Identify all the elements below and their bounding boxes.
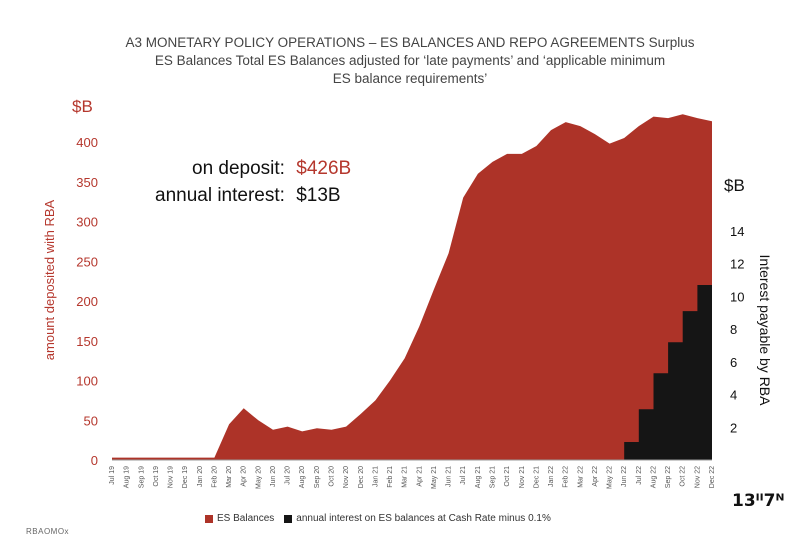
x-tick-label: Nov 19 xyxy=(168,466,175,488)
series-es-balances-area xyxy=(112,114,712,460)
right-axis-title: Interest payable by RBA xyxy=(757,255,773,407)
y-left-tick-label: 250 xyxy=(76,254,98,269)
series-interest-area xyxy=(112,258,712,460)
right-axis-title-text: Interest payable by RBA xyxy=(757,255,773,407)
x-tick-label: Dec 22 xyxy=(709,466,716,488)
legend-label-es: ES Balances xyxy=(217,513,275,524)
y-right-tick-label: 14 xyxy=(730,224,744,239)
x-tick-label: Jun 21 xyxy=(446,466,453,487)
x-tick-label: Oct 21 xyxy=(504,466,511,487)
y-right-tick-label: 4 xyxy=(730,388,737,403)
x-tick-label: Dec 19 xyxy=(182,466,189,488)
source-note: RBAOMOx xyxy=(26,527,70,536)
y-left-tick-label: 50 xyxy=(84,413,98,428)
right-axis-unit: $B xyxy=(724,176,745,195)
x-tick-label: May 21 xyxy=(431,466,438,489)
x-tick-label: Nov 21 xyxy=(519,466,526,488)
y-left-tick-label: 200 xyxy=(76,294,98,309)
chart-title-line-2: ES Balances Total ES Balances adjusted f… xyxy=(154,53,666,68)
chart-title-line-1: A3 MONETARY POLICY OPERATIONS – ES BALAN… xyxy=(125,35,695,50)
left-axis-title-text: amount deposited with RBA xyxy=(42,199,57,360)
chart-title: A3 MONETARY POLICY OPERATIONS – ES BALAN… xyxy=(60,34,760,88)
x-tick-label: Jan 22 xyxy=(548,466,555,487)
x-tick-label: Nov 22 xyxy=(694,466,701,488)
y-right-tick-label: 10 xyxy=(730,289,744,304)
interest-annotation: annual interest: $13B xyxy=(155,185,341,207)
chart-title-line-3: ES balance requirements’ xyxy=(332,71,488,86)
x-tick-label: Mar 21 xyxy=(402,466,409,488)
x-tick-label: Jul 22 xyxy=(636,466,643,485)
x-tick-label: Apr 21 xyxy=(416,466,423,487)
deposit-label: on deposit: xyxy=(192,158,285,179)
y-left-tick-label: 300 xyxy=(76,215,98,230)
x-tick-label: Feb 20 xyxy=(211,466,218,488)
y-left-tick-label: 0 xyxy=(91,453,98,468)
x-tick-label: Jun 20 xyxy=(270,466,277,487)
y-left-tick-label: 350 xyxy=(76,175,98,190)
x-tick-label: Oct 19 xyxy=(153,466,160,487)
y-left-tick-label: 400 xyxy=(76,135,98,150)
x-tick-label: Aug 19 xyxy=(124,466,131,488)
x-tick-label: Jan 20 xyxy=(197,466,204,487)
x-tick-label: Jul 19 xyxy=(109,466,116,485)
legend: ES Balances annual interest on ES balanc… xyxy=(205,513,551,524)
x-tick-label: Sep 20 xyxy=(314,466,321,488)
y-right-tick-label: 8 xyxy=(730,322,737,337)
x-tick-label: Jan 21 xyxy=(372,466,379,487)
legend-item-interest: annual interest on ES balances at Cash R… xyxy=(284,513,551,524)
x-tick-label: Oct 22 xyxy=(680,466,687,487)
x-tick-label: Dec 21 xyxy=(533,466,540,488)
x-tick-label: Apr 20 xyxy=(241,466,248,487)
x-tick-label: Aug 21 xyxy=(475,466,482,488)
y-left-tick-label: 150 xyxy=(76,334,98,349)
x-tick-label: Sep 22 xyxy=(665,466,672,488)
x-tick-label: Feb 22 xyxy=(563,466,570,488)
y-right-tick-label: 2 xyxy=(730,420,737,435)
x-tick-label: Jul 20 xyxy=(285,466,292,485)
x-tick-label: Mar 20 xyxy=(226,466,233,488)
left-axis-title: amount deposited with RBA xyxy=(42,199,57,360)
y-left-tick-label: 100 xyxy=(76,374,98,389)
x-tick-label: May 22 xyxy=(607,466,614,489)
legend-label-interest: annual interest on ES balances at Cash R… xyxy=(296,513,551,524)
x-tick-label: Nov 20 xyxy=(343,466,350,488)
x-tick-label: Oct 20 xyxy=(329,466,336,487)
x-tick-label: Sep 19 xyxy=(138,466,145,488)
deposit-value: $426B xyxy=(296,158,352,179)
interest-value: $13B xyxy=(296,185,341,206)
x-tick-label: Apr 22 xyxy=(592,466,599,487)
x-tick-label: May 20 xyxy=(255,466,262,489)
interest-label: annual interest: xyxy=(155,185,285,206)
legend-item-es: ES Balances xyxy=(205,513,274,524)
legend-swatch-interest xyxy=(284,514,293,523)
x-tick-label: Jul 21 xyxy=(460,466,467,485)
x-tick-label: Sep 21 xyxy=(490,466,497,488)
x-tick-label: Aug 22 xyxy=(651,466,658,488)
x-tick-label: Aug 20 xyxy=(299,466,306,488)
x-tick-label: Jun 22 xyxy=(621,466,628,487)
left-axis-unit: $B xyxy=(72,97,93,116)
x-tick-label: Mar 22 xyxy=(577,466,584,488)
x-tick-label: Feb 21 xyxy=(387,466,394,488)
x-tick-label: Dec 20 xyxy=(358,466,365,488)
logo: 13ᴵᴵ7ᴺ xyxy=(732,491,785,511)
deposit-annotation: on deposit: $426B xyxy=(192,158,351,180)
legend-swatch-es xyxy=(205,514,213,523)
y-right-tick-label: 12 xyxy=(730,257,744,272)
y-right-tick-label: 6 xyxy=(730,355,737,370)
